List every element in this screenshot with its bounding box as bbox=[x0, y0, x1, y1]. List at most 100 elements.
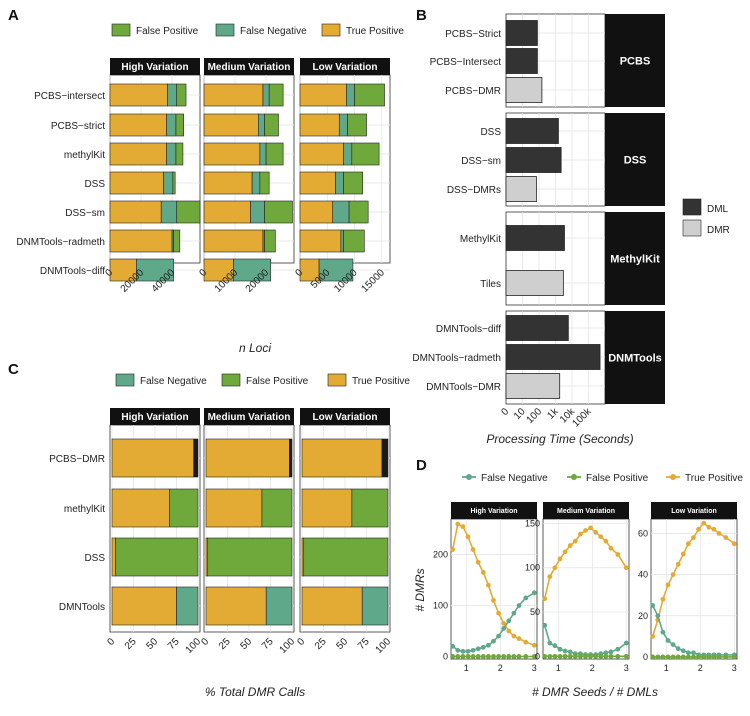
d-point bbox=[655, 613, 661, 619]
d-point bbox=[691, 654, 696, 660]
d-y-tick-label: 150 bbox=[525, 518, 540, 528]
c-bar-segment bbox=[301, 438, 383, 478]
d-point bbox=[670, 654, 676, 660]
a-bar-segment bbox=[109, 200, 162, 224]
c-facet-1-title: Medium Variation bbox=[208, 412, 291, 423]
d-point bbox=[542, 622, 548, 628]
d-point bbox=[577, 653, 583, 659]
d-point bbox=[691, 650, 696, 656]
c-x-tick-label: 25 bbox=[123, 636, 139, 652]
d-point bbox=[680, 648, 686, 654]
legend-d-0-label: False Negative bbox=[481, 473, 548, 484]
d-point bbox=[723, 654, 729, 660]
d-point bbox=[670, 572, 676, 577]
b-bar bbox=[505, 373, 561, 399]
d-point bbox=[608, 649, 614, 655]
d-point bbox=[485, 582, 491, 588]
a-bar-segment bbox=[338, 113, 348, 137]
a-facet-1-title: Medium Variation bbox=[208, 62, 291, 73]
b-x-tick-label: 0 bbox=[499, 406, 511, 418]
a-bar-segment bbox=[176, 83, 187, 107]
d-point bbox=[623, 640, 629, 646]
c-bar-segment bbox=[111, 537, 116, 577]
d-facet-0-strip bbox=[451, 502, 537, 519]
d-point bbox=[455, 521, 461, 527]
d-point bbox=[615, 552, 621, 557]
d-point bbox=[562, 653, 568, 659]
c-bar-segment bbox=[111, 488, 170, 528]
a-category-label: DNMTools−radmeth bbox=[16, 237, 105, 248]
d-facet-2 bbox=[650, 518, 738, 660]
b-row-label: DSS−sm bbox=[461, 156, 501, 167]
a-bar-segment bbox=[203, 83, 264, 107]
b-facet-strip bbox=[605, 14, 665, 107]
a-facet-0-title: High Variation bbox=[121, 62, 188, 73]
a-bar-segment bbox=[268, 83, 284, 107]
legend-c-1-label: False Positive bbox=[246, 376, 309, 387]
d-point bbox=[623, 653, 629, 659]
d-point bbox=[552, 653, 558, 659]
d-point bbox=[542, 596, 548, 602]
d-point bbox=[701, 520, 707, 526]
c-bar-segment bbox=[381, 438, 389, 478]
a-category-label: DNMTools−diff bbox=[40, 266, 105, 277]
d-point bbox=[583, 528, 588, 533]
d-point bbox=[650, 633, 656, 639]
b-bar bbox=[505, 77, 543, 103]
d-facet-2-strip bbox=[651, 502, 737, 519]
a-bar-segment bbox=[175, 142, 184, 166]
a-bar-segment bbox=[203, 113, 259, 137]
d-x-tick-label: 2 bbox=[698, 663, 703, 673]
a-bar-segment bbox=[258, 113, 265, 137]
d-point bbox=[665, 654, 671, 660]
legend-b-dmr-key bbox=[682, 219, 702, 237]
b-row-label: Tiles bbox=[480, 279, 501, 290]
d-x-tick-label: 1 bbox=[556, 663, 561, 673]
d-point bbox=[670, 642, 676, 647]
a-facet-2-strip bbox=[300, 58, 390, 75]
d-y-tick-label: 200 bbox=[433, 550, 448, 560]
b-bar bbox=[505, 20, 538, 46]
d-point bbox=[665, 638, 671, 643]
c-facet-2-title: Low Variation bbox=[312, 412, 377, 423]
a-category-label: DSS−sm bbox=[65, 208, 105, 219]
d-point bbox=[557, 646, 563, 652]
d-point bbox=[501, 626, 507, 631]
a-bar-segment bbox=[299, 142, 344, 166]
d-point bbox=[450, 547, 456, 552]
d-x-tick-label: 3 bbox=[732, 663, 737, 673]
c-x-axis-title: % Total DMR Calls bbox=[205, 685, 305, 699]
d-point bbox=[701, 654, 707, 660]
c-facet-1-strip bbox=[204, 408, 294, 425]
d-point bbox=[567, 649, 573, 655]
a-bar-segment bbox=[203, 200, 251, 224]
b-row-label: PCBS−Strict bbox=[445, 29, 501, 40]
a-bar-segment bbox=[259, 171, 270, 195]
a-bar-segment bbox=[346, 83, 355, 107]
d-point bbox=[588, 653, 593, 659]
c-bar-segment bbox=[205, 488, 263, 528]
legend-b-dml-key bbox=[682, 198, 702, 216]
a-bar-segment bbox=[173, 229, 181, 253]
d-point bbox=[516, 603, 522, 608]
d-point bbox=[660, 654, 666, 660]
d-point bbox=[588, 525, 593, 531]
d-point bbox=[731, 541, 737, 547]
a-bar-segment bbox=[264, 113, 279, 137]
b-bar bbox=[505, 225, 565, 251]
d-point bbox=[506, 618, 512, 624]
c-bar-segment bbox=[207, 537, 293, 577]
a-category-label: PCBS−strict bbox=[51, 121, 105, 132]
d-point bbox=[465, 648, 471, 654]
d-y-tick-label: 0 bbox=[535, 651, 540, 661]
b-facet-title: MethylKit bbox=[610, 254, 660, 266]
d-point bbox=[491, 638, 496, 644]
c-x-tick-label: 0 bbox=[199, 636, 211, 648]
d-point bbox=[480, 570, 486, 575]
b-x-axis-title: Processing Time (Seconds) bbox=[486, 432, 633, 446]
d-x-tick-label: 3 bbox=[532, 663, 537, 673]
d-point bbox=[557, 653, 563, 659]
d-point bbox=[506, 654, 512, 659]
c-bar-segment bbox=[289, 438, 293, 478]
d-point bbox=[608, 653, 614, 659]
